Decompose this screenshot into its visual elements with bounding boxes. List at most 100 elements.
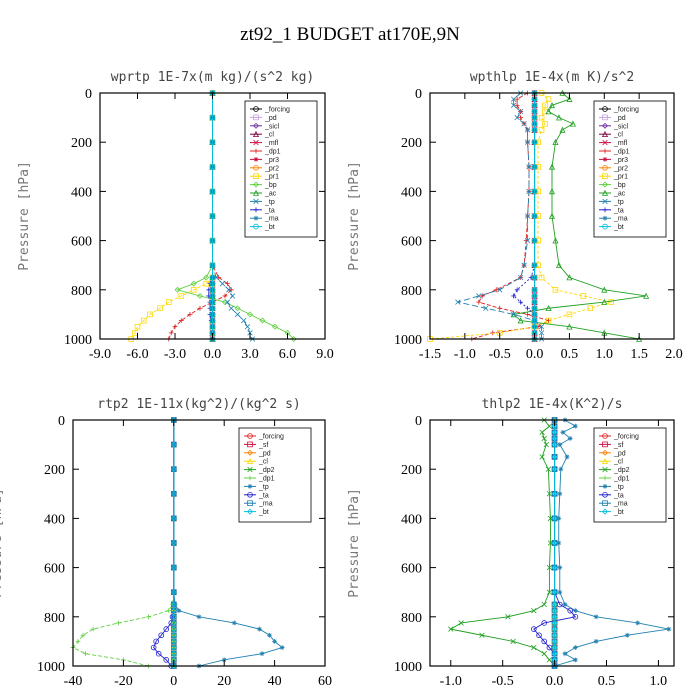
data-point: [540, 455, 545, 460]
y-axis-label: Pressure [hPa]: [17, 161, 32, 271]
data-point: [542, 651, 547, 656]
data-point: [260, 651, 265, 656]
legend-label: _tp: [613, 484, 624, 491]
legend-label: _bp: [264, 182, 277, 189]
data-point: [557, 491, 562, 496]
legend-label: _pr2: [613, 165, 628, 172]
data-point: [557, 442, 562, 447]
data-point: [544, 442, 549, 447]
legend-label: _sicl: [264, 123, 279, 130]
data-point: [176, 608, 181, 613]
data-point: [267, 633, 272, 638]
y-tick-label: 0: [415, 87, 422, 102]
data-point: [542, 602, 547, 607]
legend-label: _dp1: [613, 149, 630, 156]
y-tick-label: 200: [401, 463, 422, 478]
data-point: [116, 621, 121, 626]
data-point: [235, 312, 240, 317]
legend-label: _bt: [264, 224, 275, 231]
series-dp1: [166, 91, 233, 342]
legend-label: _forcing: [613, 107, 639, 114]
legend-label: _cl: [258, 459, 268, 466]
x-tick-label: -3.0: [164, 347, 186, 362]
figure-title: zt92_1 BUDGET at170E,9N: [240, 24, 460, 45]
chart-panel-1: wprtp 1E-7x(m kg)/(s^2 kg)Pressure [hPa]…: [17, 70, 334, 362]
x-tick-label: -0.5: [492, 674, 514, 689]
y-tick-label: 200: [401, 136, 422, 151]
data-point: [476, 300, 481, 305]
legend-label: _ta: [264, 207, 275, 214]
series-line: [73, 420, 174, 666]
data-point: [540, 430, 545, 435]
legend-label: _ta: [613, 492, 624, 499]
panel-title: wpthlp 1E-4x(m K)/s^2: [470, 70, 634, 85]
y-tick-label: 0: [415, 414, 422, 429]
y-tick-label: 800: [71, 284, 92, 299]
data-point: [272, 639, 277, 644]
x-tick-label: -6.0: [126, 347, 148, 362]
x-tick-label: 2.0: [665, 347, 683, 362]
data-point: [594, 614, 599, 619]
y-tick-label: 1000: [37, 660, 65, 675]
data-point: [561, 430, 566, 435]
data-point: [666, 627, 671, 632]
legend-label: _cl: [613, 459, 623, 466]
legend-marker: [603, 216, 608, 221]
x-tick-label: -1.0: [454, 347, 476, 362]
data-point: [563, 651, 568, 656]
y-tick-label: 600: [71, 235, 92, 250]
legend-label: _bt: [613, 509, 624, 516]
data-point: [573, 657, 578, 662]
series-dp1: [71, 418, 177, 669]
data-point: [490, 330, 495, 335]
series-dp1: [469, 91, 550, 342]
y-tick-label: 0: [85, 87, 92, 102]
data-point: [547, 424, 552, 429]
y-tick-label: 800: [401, 611, 422, 626]
legend-label: _dp1: [258, 476, 275, 483]
legend-label: _ta: [613, 207, 624, 214]
panel-title: thlp2 1E-4x(K^2)/s: [482, 397, 623, 412]
data-point: [197, 614, 202, 619]
x-tick-label: 9.0: [316, 347, 334, 362]
legend-marker: [254, 216, 259, 221]
data-point: [245, 324, 250, 329]
data-point: [241, 318, 246, 323]
data-point: [594, 639, 599, 644]
data-point: [588, 306, 593, 311]
y-tick-label: 600: [401, 562, 422, 577]
legend-label: _pd: [613, 450, 626, 457]
data-point: [635, 621, 640, 626]
y-tick-label: 600: [44, 562, 65, 577]
legend-label: _pr2: [264, 165, 279, 172]
x-tick-label: 1.5: [630, 347, 648, 362]
data-point: [557, 565, 562, 570]
legend-label: _pr1: [264, 174, 279, 181]
x-tick-label: 0.5: [561, 347, 579, 362]
data-point: [229, 306, 234, 311]
data-point: [232, 621, 237, 626]
legend-label: _ac: [264, 191, 277, 198]
y-tick-label: 1000: [394, 660, 422, 675]
x-tick-label: 3.0: [241, 347, 259, 362]
data-point: [83, 651, 88, 656]
legend-label: _sf: [613, 442, 623, 449]
legend-label: _ma: [613, 501, 628, 508]
x-tick-label: -1.0: [440, 674, 462, 689]
series-dp2: [448, 418, 557, 669]
data-point: [220, 281, 225, 286]
y-tick-label: 800: [44, 611, 65, 626]
legend-label: _pr3: [264, 157, 279, 164]
legend-label: _pr3: [613, 157, 628, 164]
chart-panel-4: thlp2 1E-4x(K^2)/s Pressure [hPa] -1.0 -0.5…: [347, 397, 674, 689]
legend-label: _pd: [613, 115, 626, 122]
legend-label: _tp: [264, 199, 275, 206]
legend: _forcing_sf_pd_cl_dp2_dp1_tp_ta_ma_bt: [239, 428, 311, 522]
x-tick-label: 0.0: [526, 347, 544, 362]
y-tick-label: 600: [401, 235, 422, 250]
legend-label: _pd: [258, 450, 271, 457]
x-tick-label: 0.5: [598, 674, 616, 689]
x-tick-label: -1.5: [419, 347, 441, 362]
data-point: [257, 627, 262, 632]
y-tick-label: 1000: [394, 333, 422, 348]
